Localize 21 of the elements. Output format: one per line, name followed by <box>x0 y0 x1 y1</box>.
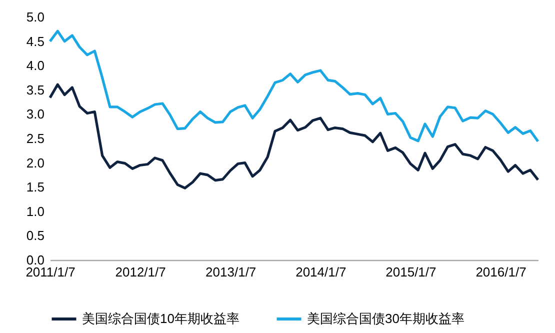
x-tick-label: 2014/1/7 <box>296 264 346 280</box>
y-tick-label: 0.5 <box>26 228 44 244</box>
y-tick-label: 5.0 <box>26 10 44 24</box>
y-tick-label: 1.0 <box>26 204 44 219</box>
x-tick-label: 2013/1/7 <box>206 264 256 280</box>
y-tick-label: 3.5 <box>26 82 44 98</box>
legend-label: 美国综合国债30年期收益率 <box>307 311 464 326</box>
y-tick-label: 2.0 <box>26 155 44 170</box>
line-series <box>48 83 540 190</box>
y-tick-label: 4.0 <box>26 58 44 74</box>
y-tick-label: 2.5 <box>26 131 44 146</box>
line-series <box>48 30 540 143</box>
x-tick-label: 2011/1/7 <box>26 264 76 280</box>
legend-label: 美国综合国债10年期收益率 <box>82 311 240 326</box>
y-tick-label: 3.0 <box>26 106 44 122</box>
x-tick-label: 2012/1/7 <box>115 264 166 280</box>
y-tick-label: 4.5 <box>26 34 44 49</box>
y-tick-label: 1.5 <box>26 180 44 195</box>
x-tick-label: 2015/1/7 <box>386 264 436 280</box>
y-tick-label: 0.0 <box>26 252 44 268</box>
x-tick-label: 2016/1/7 <box>476 264 526 280</box>
